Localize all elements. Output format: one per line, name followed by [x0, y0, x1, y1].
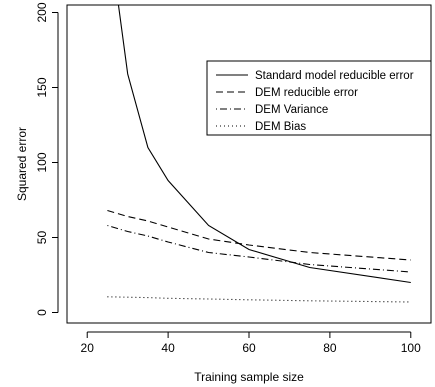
y-axis-label: Squared error	[15, 127, 29, 201]
legend-label-3: DEM Variance	[255, 104, 328, 116]
series-line-4	[107, 296, 411, 303]
legend: Standard model reducible error DEM reduci…	[206, 60, 432, 136]
y-tick-label: 150	[35, 77, 49, 97]
x-tick-label: 40	[161, 341, 175, 355]
y-tick-label: 50	[35, 231, 49, 245]
legend-label-1: Standard model reducible error	[255, 70, 414, 82]
legend-label-4: DEM Bias	[255, 121, 306, 133]
legend-box	[206, 60, 432, 136]
y-tick-label: 0	[35, 309, 49, 316]
series-line-3	[107, 224, 411, 273]
x-tick-label: 100	[401, 341, 421, 355]
x-tick-label: 80	[323, 341, 337, 355]
y-tick-label: 200	[35, 2, 49, 22]
x-tick-label: 60	[242, 341, 256, 355]
x-axis-label: Training sample size	[194, 370, 304, 384]
plot-frame	[66, 4, 432, 324]
series-layer	[107, 5, 411, 303]
y-axis: 0 50 100 150 200	[35, 2, 59, 316]
y-tick-label: 100	[35, 152, 49, 172]
series-line-2	[107, 209, 411, 261]
legend-label-2: DEM reducible error	[255, 87, 358, 99]
x-axis: 20 40 60 80 100	[81, 331, 421, 355]
x-tick-label: 20	[81, 341, 95, 355]
series-line-1	[117, 5, 411, 284]
